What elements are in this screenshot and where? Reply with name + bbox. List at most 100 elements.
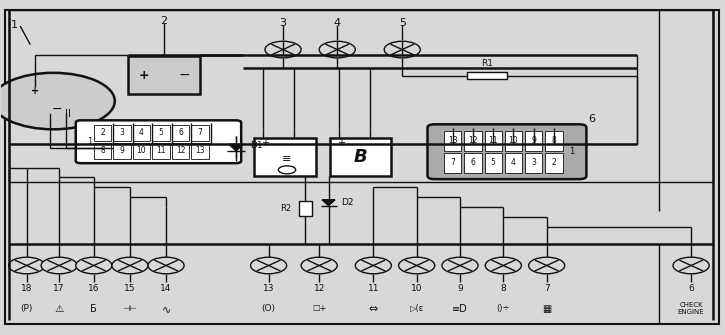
Text: D2: D2 [341,198,354,207]
Bar [152,142,170,158]
Text: 8: 8 [552,136,556,145]
Text: 8: 8 [500,284,506,293]
Text: 16: 16 [88,284,99,293]
Circle shape [148,257,184,274]
Bar [191,142,209,158]
Bar [133,125,150,141]
Bar [525,153,542,173]
Text: 7: 7 [544,284,550,293]
Circle shape [529,257,565,274]
Text: 9: 9 [120,146,125,155]
Text: 10: 10 [411,284,423,293]
Circle shape [384,41,420,58]
Text: 6: 6 [688,284,694,293]
Circle shape [112,257,148,274]
Circle shape [0,73,115,129]
Text: +: + [337,138,345,148]
Text: ⇔: ⇔ [368,304,378,314]
Circle shape [399,257,435,274]
Circle shape [442,257,478,274]
Circle shape [41,257,78,274]
Text: 5: 5 [491,158,496,167]
Circle shape [251,257,286,274]
Text: 6: 6 [589,114,596,124]
Bar [484,153,502,173]
Text: 3: 3 [280,18,286,28]
Text: 10: 10 [137,146,146,155]
Text: 13: 13 [263,284,274,293]
Bar [152,125,170,141]
Bar [128,56,200,94]
Bar [505,153,522,173]
Bar [330,138,392,176]
Text: ⊣⊢: ⊣⊢ [123,304,137,313]
Bar [444,131,461,151]
Text: R2: R2 [281,204,291,213]
Text: 12: 12 [468,136,478,145]
Bar [254,138,315,176]
Bar [299,201,312,216]
Text: 18: 18 [21,284,33,293]
Text: II: II [65,109,71,119]
Text: 4: 4 [139,128,144,137]
Bar [505,131,522,151]
Text: 2: 2 [100,128,105,137]
Text: (O): (O) [262,304,276,313]
Bar [464,131,481,151]
Circle shape [301,257,337,274]
Text: 7: 7 [197,128,202,137]
Text: 11: 11 [368,284,379,293]
Text: ≡D: ≡D [452,304,468,314]
Bar [545,153,563,173]
Text: ()÷: ()÷ [497,304,510,313]
Text: 3: 3 [531,158,536,167]
Text: 17: 17 [54,284,65,293]
Text: ▷(ε: ▷(ε [410,304,424,313]
Bar [464,153,481,173]
Text: 4: 4 [511,158,516,167]
Text: 4: 4 [334,18,341,28]
Text: −: − [178,68,190,82]
Text: 12: 12 [313,284,325,293]
Bar [525,131,542,151]
Bar [191,125,209,141]
Bar [467,72,507,79]
Bar [94,125,111,141]
Circle shape [673,257,709,274]
Circle shape [265,41,301,58]
Text: ∿: ∿ [162,304,171,314]
Polygon shape [322,200,335,206]
Text: Б: Б [91,304,97,314]
Polygon shape [229,144,244,151]
Text: 14: 14 [160,284,172,293]
Text: 12: 12 [175,146,186,155]
Text: 5: 5 [159,128,163,137]
Text: 3: 3 [120,128,125,137]
FancyBboxPatch shape [428,124,587,179]
Text: CHECK
ENGINE: CHECK ENGINE [678,302,705,315]
Text: D1: D1 [251,141,263,150]
Text: 1: 1 [87,137,92,146]
Bar [172,125,189,141]
Text: 13: 13 [195,146,204,155]
Text: 9: 9 [531,136,536,145]
Text: 7: 7 [450,158,455,167]
Bar [484,131,502,151]
Text: R1: R1 [481,59,493,68]
Text: B: B [354,148,368,166]
Text: 2: 2 [552,158,556,167]
Text: ≡: ≡ [281,154,291,163]
Text: 11: 11 [489,136,498,145]
Bar [113,142,130,158]
Bar [113,125,130,141]
Bar [172,142,189,158]
Bar [444,153,461,173]
Text: 6: 6 [178,128,183,137]
Text: (P): (P) [20,304,33,313]
Circle shape [355,257,392,274]
Text: 15: 15 [124,284,136,293]
Bar [545,131,563,151]
Text: 1: 1 [11,20,18,29]
Text: 5: 5 [399,18,406,28]
Text: 2: 2 [160,16,167,26]
